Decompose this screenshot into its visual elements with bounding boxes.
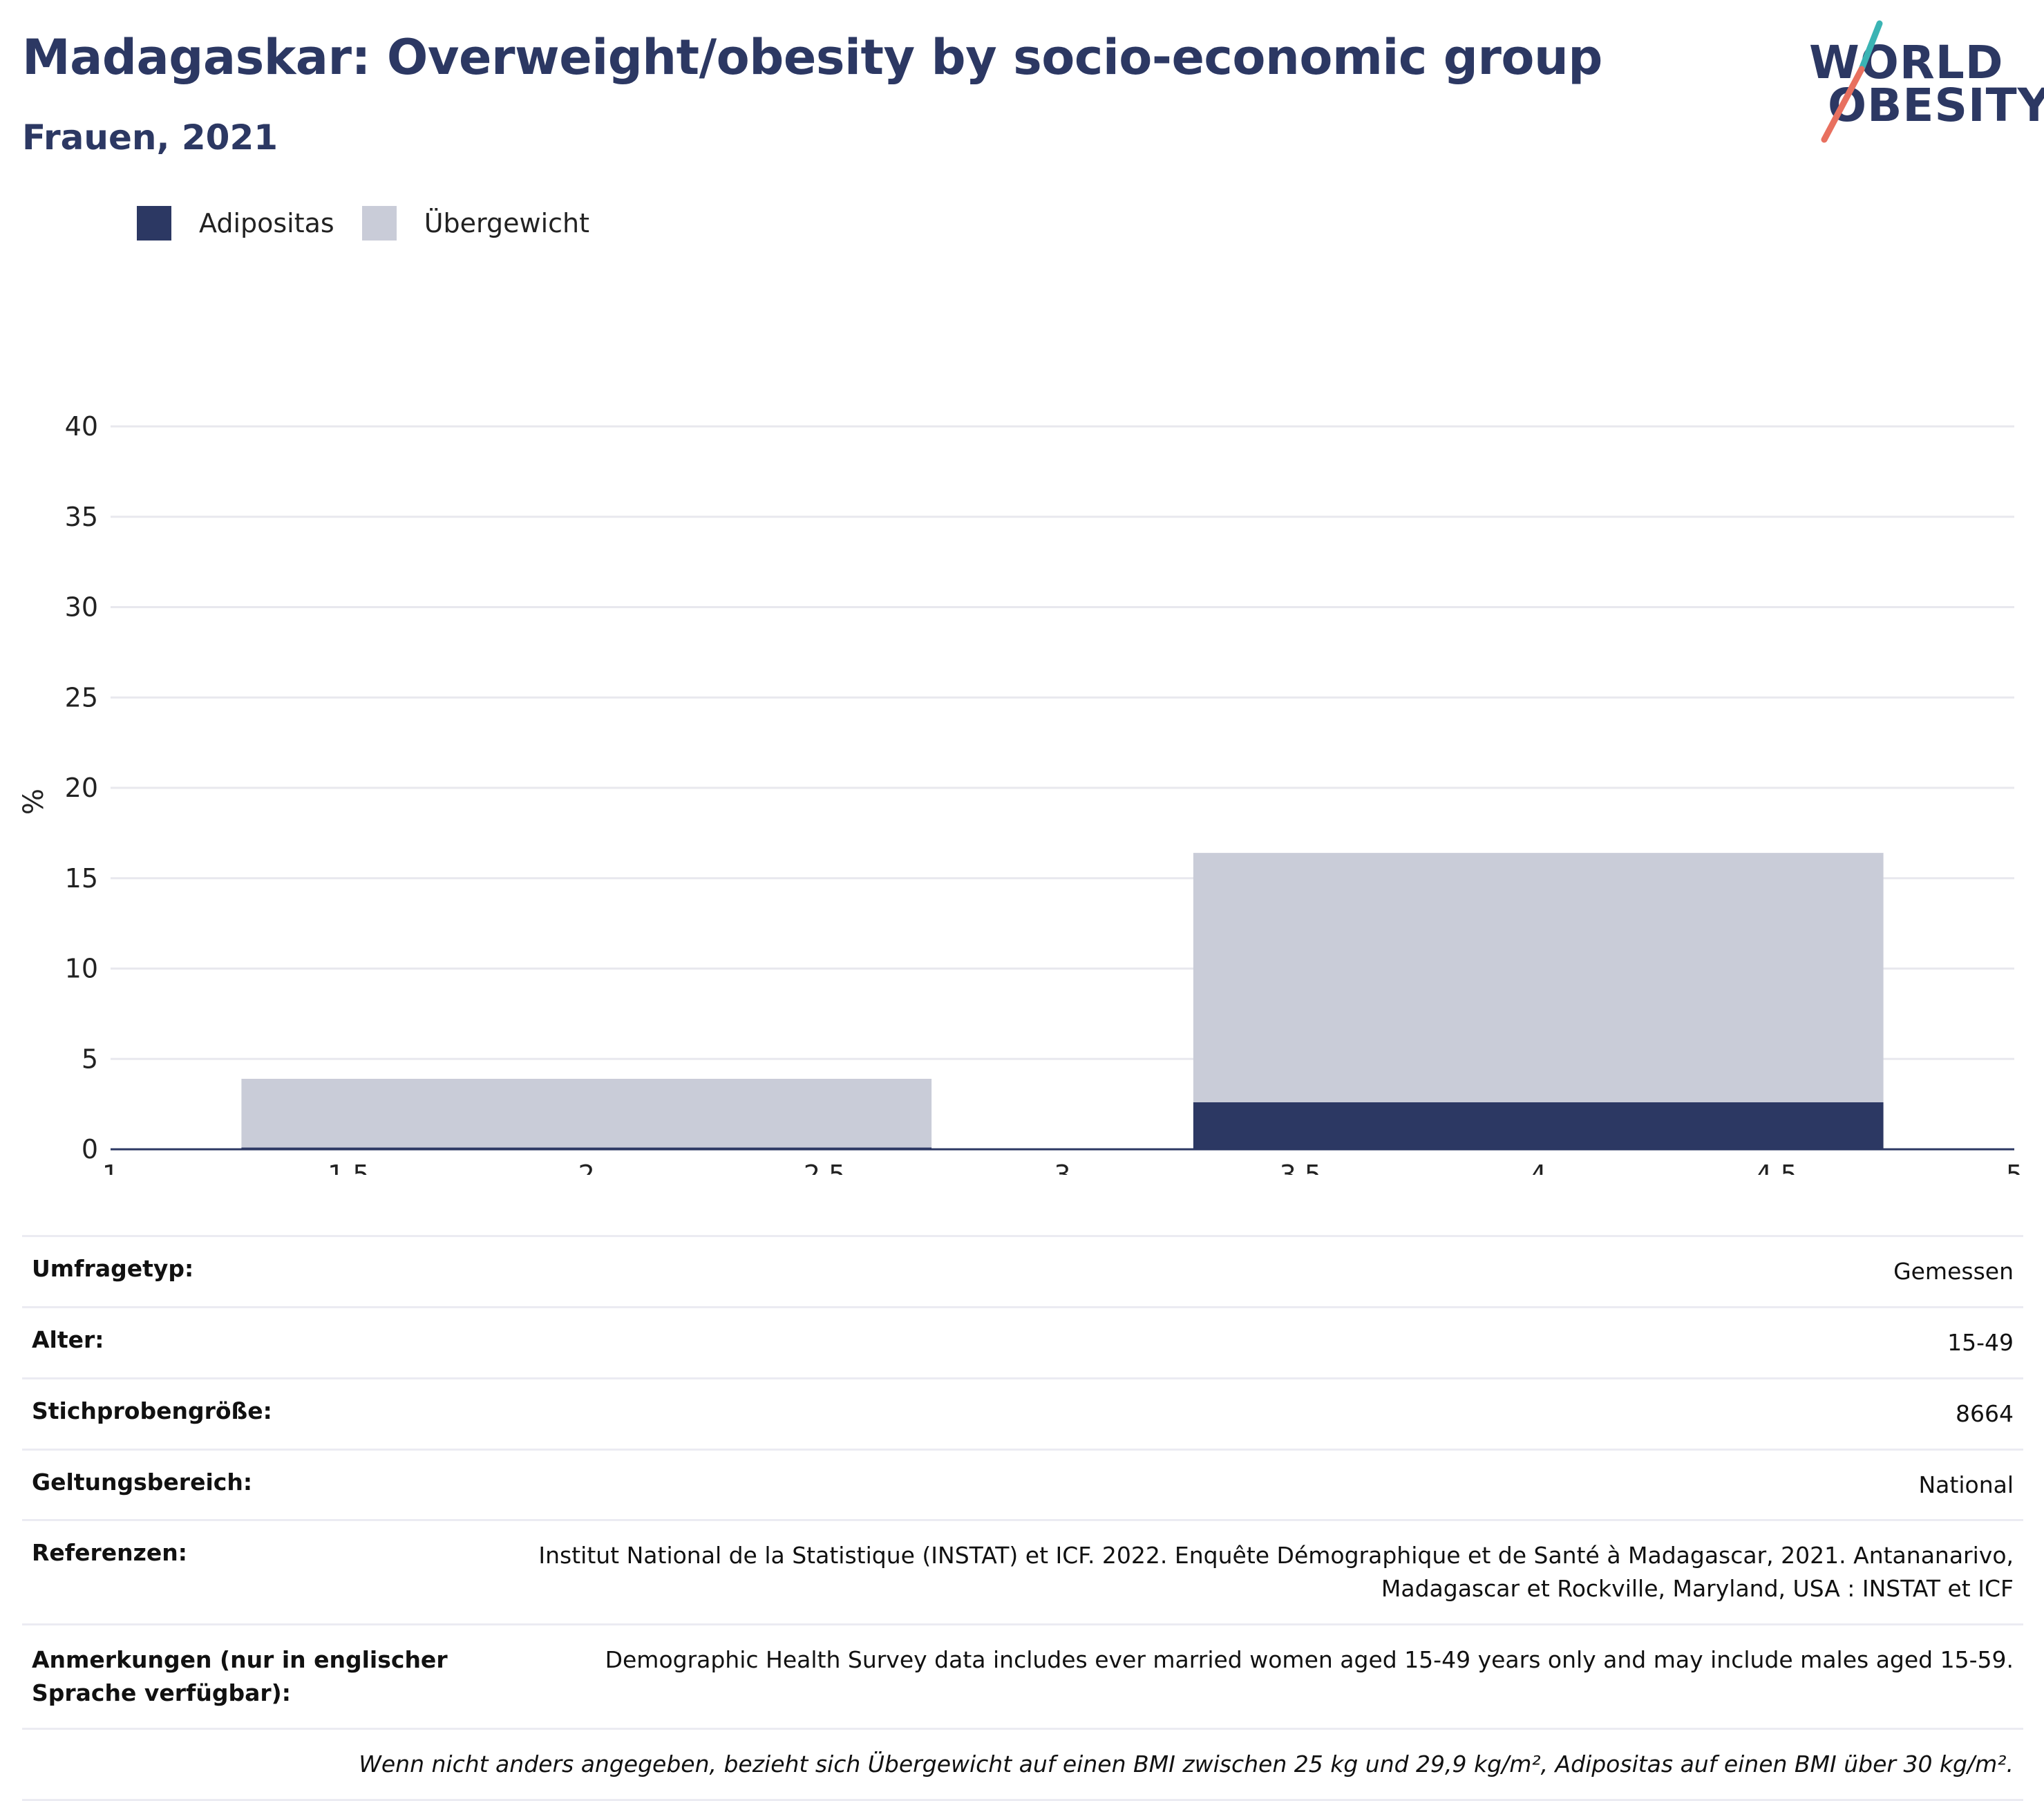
x-tick-label: 3.5: [1280, 1160, 1321, 1175]
chart-legend: Adipositas Übergewicht: [137, 206, 617, 241]
y-tick-label: 10: [65, 954, 98, 984]
world-obesity-logo: WORLD OBESITY: [1797, 19, 2044, 144]
y-tick-label: 30: [65, 592, 98, 623]
legend-item-adipositas[interactable]: Adipositas: [137, 206, 334, 241]
reference-line-2: Madagascar et Rockville, Maryland, USA :…: [1381, 1575, 2014, 1603]
info-row-coverage: Geltungsbereich: National: [22, 1448, 2023, 1520]
y-tick-label: 25: [65, 682, 98, 713]
x-tick-label: 4: [1530, 1160, 1546, 1175]
info-value: 15-49: [1947, 1328, 2014, 1356]
y-tick-label: 40: [65, 411, 98, 442]
y-tick-label: 5: [82, 1044, 98, 1074]
legend-item-uebergewicht[interactable]: Übergewicht: [361, 206, 589, 241]
legend-swatch-adipositas: [137, 206, 171, 241]
info-row-references: Referenzen: Institut National de la Stat…: [22, 1519, 2023, 1623]
info-value: Gemessen: [1893, 1258, 2014, 1285]
bar-uebergewicht: [1193, 853, 1884, 1103]
y-tick-label: 0: [82, 1134, 98, 1164]
legend-label-uebergewicht: Übergewicht: [424, 208, 589, 238]
info-label: Anmerkungen (nur in englischer Sprache v…: [32, 1646, 448, 1706]
footnote: Wenn nicht anders angegeben, bezieht sic…: [359, 1750, 2014, 1778]
logo-slash-icon: [1821, 20, 1883, 143]
info-row-sample-size: Stichprobengröße: 8664: [22, 1377, 2023, 1449]
y-tick-label: 15: [65, 863, 98, 894]
info-label: Stichprobengröße:: [32, 1397, 272, 1424]
info-value: National: [1918, 1471, 2014, 1498]
chart-subtitle: Frauen, 2021: [22, 117, 278, 158]
logo-word-obesity: OBESITY: [1828, 79, 2044, 132]
info-row-survey-type: Umfragetyp: Gemessen: [22, 1235, 2023, 1306]
legend-swatch-uebergewicht: [361, 206, 397, 241]
x-tick-label: 1: [102, 1160, 119, 1175]
info-value: Institut National de la Statistique (INS…: [538, 1539, 2014, 1605]
x-tick-label: 2.5: [804, 1160, 845, 1175]
info-label: Umfragetyp:: [32, 1255, 194, 1282]
info-value: 8664: [1956, 1399, 2014, 1427]
info-row-footnote: Wenn nicht anders angegeben, bezieht sic…: [22, 1727, 2023, 1799]
table-bottom-divider: [22, 1798, 2023, 1801]
info-row-age: Alter: 15-49: [22, 1305, 2023, 1377]
bar-chart: 0 5 10 15 20 25 30 35 40 1 1.5 2 2.5 3 3.5 4 4.5 5%: [18, 411, 2023, 1175]
info-value: Demographic Health Survey data includes …: [605, 1646, 2014, 1674]
bar-uebergewicht: [241, 1079, 932, 1148]
x-tick-label: 1.5: [328, 1160, 369, 1175]
info-label: Alter:: [32, 1326, 104, 1353]
y-tick-label: 35: [65, 502, 98, 532]
x-tick-label: 3: [1054, 1160, 1070, 1175]
x-tick-label: 5: [2006, 1160, 2023, 1175]
bar-adipositas: [1193, 1102, 1884, 1149]
logo-word-world: WORLD: [1809, 36, 2004, 89]
legend-label-adipositas: Adipositas: [199, 208, 334, 238]
reference-line-1: Institut National de la Statistique (INS…: [538, 1542, 2014, 1569]
info-label: Referenzen:: [32, 1539, 187, 1567]
chart-title: Madagaskar: Overweight/obesity by socio-…: [22, 29, 1602, 86]
x-tick-label: 2: [578, 1160, 595, 1175]
y-tick-label: 20: [65, 773, 98, 803]
info-table: Umfragetyp: Gemessen Alter: 15-49 Stichp…: [22, 1235, 2023, 1801]
x-tick-label: 4.5: [1755, 1160, 1797, 1175]
info-row-notes: Anmerkungen (nur in englischer Sprache v…: [22, 1623, 2023, 1728]
info-label: Geltungsbereich:: [32, 1468, 253, 1496]
y-axis-label: %: [18, 789, 50, 815]
